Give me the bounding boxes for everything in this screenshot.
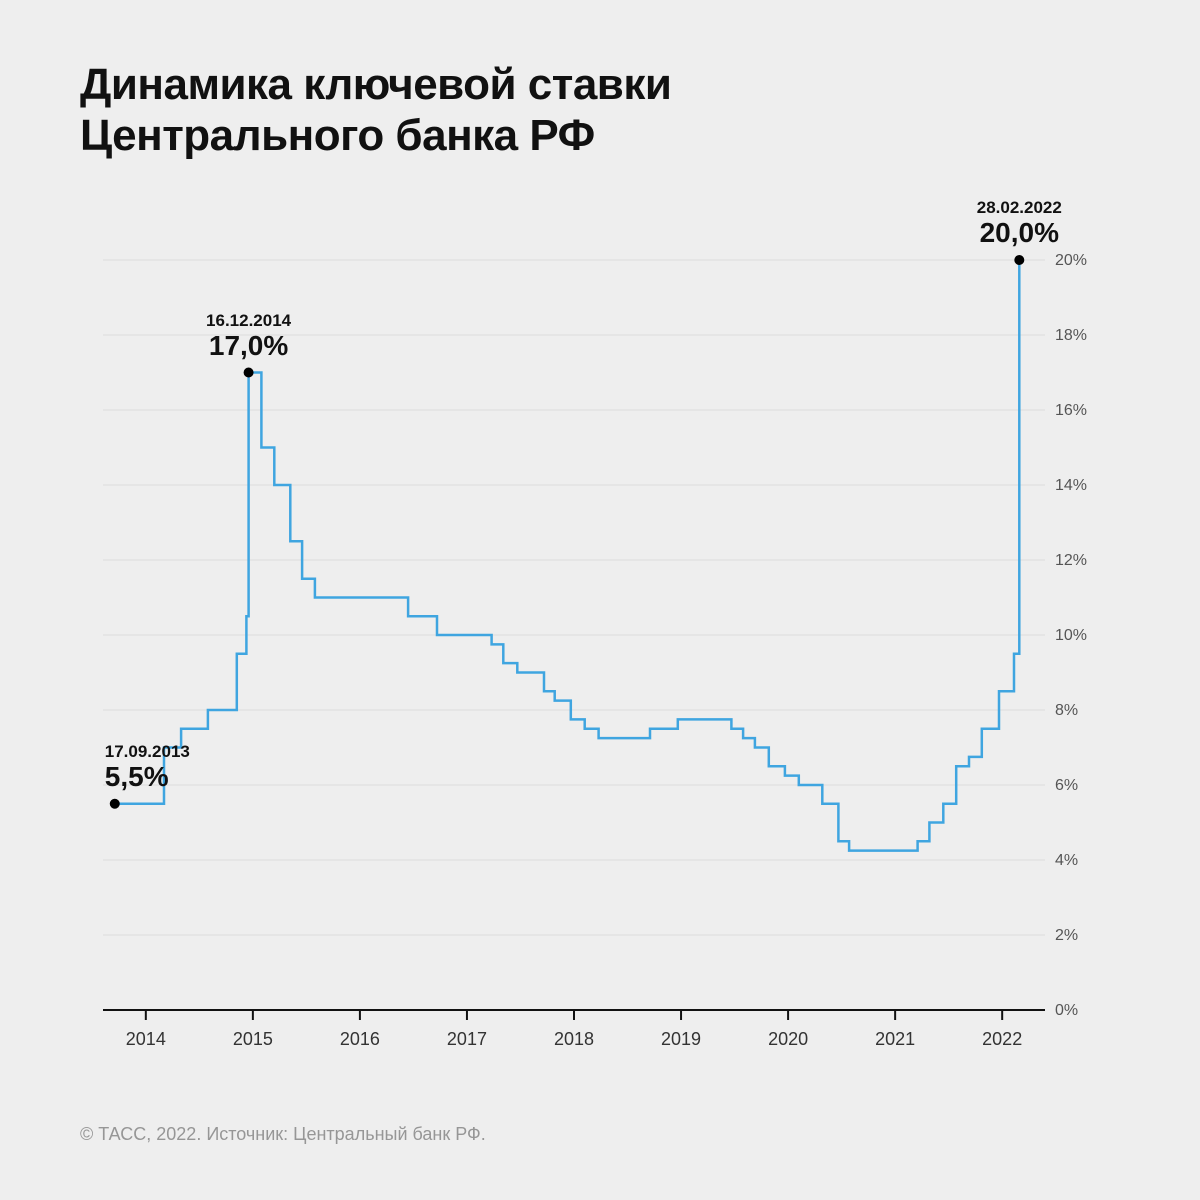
x-axis-label: 2020 [768, 1029, 808, 1049]
callout-marker [244, 368, 254, 378]
callout: 28.02.202220,0% [959, 198, 1079, 247]
y-axis-label: 6% [1055, 777, 1078, 794]
y-axis-label: 12% [1055, 552, 1087, 569]
y-axis-label: 2% [1055, 927, 1078, 944]
title-line-1: Динамика ключевой ставки [80, 60, 671, 109]
callout-marker [1014, 255, 1024, 265]
callout-date: 28.02.2022 [959, 198, 1079, 218]
y-axis-label: 16% [1055, 402, 1087, 419]
x-axis-label: 2022 [982, 1029, 1022, 1049]
x-axis-label: 2015 [233, 1029, 273, 1049]
callout-value: 20,0% [959, 218, 1079, 247]
x-axis-label: 2016 [340, 1029, 380, 1049]
callout: 16.12.201417,0% [189, 311, 309, 360]
y-axis-label: 20% [1055, 252, 1087, 269]
y-axis-label: 8% [1055, 702, 1078, 719]
callout-value: 17,0% [189, 331, 309, 360]
callout-date: 17.09.2013 [105, 742, 190, 762]
x-axis-label: 2018 [554, 1029, 594, 1049]
y-axis-label: 4% [1055, 852, 1078, 869]
y-axis-label: 10% [1055, 627, 1087, 644]
x-axis-label: 2019 [661, 1029, 701, 1049]
x-axis-label: 2021 [875, 1029, 915, 1049]
y-axis-label: 14% [1055, 477, 1087, 494]
callout-marker [110, 799, 120, 809]
chart-title: Динамика ключевой ставки Центрального ба… [80, 60, 671, 161]
callout: 17.09.20135,5% [105, 742, 190, 791]
source-attribution: © ТАСС, 2022. Источник: Центральный банк… [80, 1124, 486, 1145]
chart-svg: 2014 2015 2016 2017 2018 2019 2020 2021 2022 0% 2%… [85, 240, 1115, 1070]
x-axis-label: 2017 [447, 1029, 487, 1049]
y-axis-label: 18% [1055, 327, 1087, 344]
callout-date: 16.12.2014 [189, 311, 309, 331]
callout-value: 5,5% [105, 762, 190, 791]
y-axis-label: 0% [1055, 1002, 1078, 1019]
title-line-2: Центрального банка РФ [80, 111, 595, 160]
x-axis-label: 2014 [126, 1029, 166, 1049]
chart-area: 2014 2015 2016 2017 2018 2019 2020 2021 2022 0% 2%… [85, 240, 1115, 1070]
